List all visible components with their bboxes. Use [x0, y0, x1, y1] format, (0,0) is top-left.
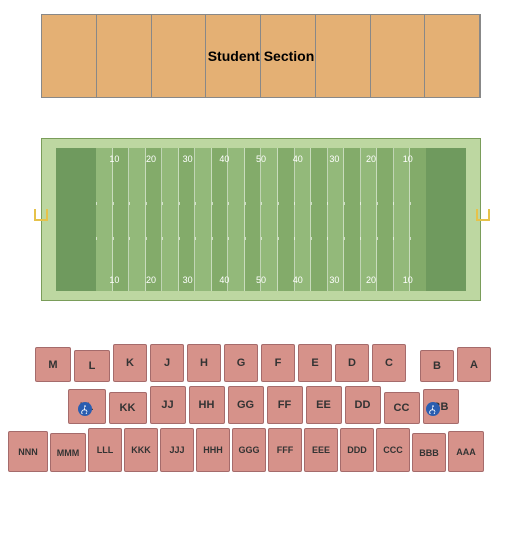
seat-section[interactable]: JJ: [150, 386, 186, 424]
seat-section[interactable]: A: [457, 347, 491, 382]
seat-section[interactable]: C: [372, 344, 406, 382]
student-block[interactable]: [425, 15, 480, 97]
seat-section[interactable]: DDD: [340, 428, 374, 472]
wheelchair-icon: [426, 402, 440, 416]
seat-section[interactable]: J: [150, 344, 184, 382]
student-block[interactable]: [371, 15, 426, 97]
seat-section[interactable]: BBB: [412, 433, 446, 472]
seat-section[interactable]: M: [35, 347, 71, 382]
seat-section[interactable]: B: [420, 350, 454, 382]
seat-gap: [409, 344, 417, 382]
seat-section[interactable]: KK: [109, 392, 147, 424]
seat-section[interactable]: KKK: [124, 428, 158, 472]
seat-section[interactable]: G: [224, 344, 258, 382]
seat-section[interactable]: K: [113, 344, 147, 382]
student-block[interactable]: [152, 15, 207, 97]
seat-section[interactable]: HHH: [196, 428, 230, 472]
endzone-right: [426, 148, 466, 291]
seat-section[interactable]: GG: [228, 386, 264, 424]
seating-row-1: MLKJHGFEDCBA: [20, 344, 506, 382]
endzone-left: [56, 148, 96, 291]
football-field: 102030405040302010102030405040302010: [56, 148, 466, 291]
student-block[interactable]: [97, 15, 152, 97]
seat-section[interactable]: HH: [189, 386, 225, 424]
seat-section[interactable]: FF: [267, 386, 303, 424]
goalpost-left: [34, 209, 48, 231]
seat-section[interactable]: LLL: [88, 428, 122, 472]
student-block[interactable]: [316, 15, 371, 97]
seat-section[interactable]: AAA: [448, 431, 484, 472]
seat-section[interactable]: H: [187, 344, 221, 382]
seating-row-3: NNNMMMLLLKKKJJJHHHGGGFFFEEEDDDCCCBBBAAA: [8, 428, 518, 472]
seat-section[interactable]: E: [298, 344, 332, 382]
seat-section[interactable]: D: [335, 344, 369, 382]
seat-section[interactable]: F: [261, 344, 295, 382]
seat-section[interactable]: CCC: [376, 428, 410, 472]
seat-section[interactable]: L: [74, 350, 110, 382]
goalpost-right: [476, 209, 490, 231]
seat-section[interactable]: EEE: [304, 428, 338, 472]
student-section[interactable]: Student Section: [41, 14, 481, 98]
student-block[interactable]: [261, 15, 316, 97]
student-block[interactable]: [42, 15, 97, 97]
seat-section[interactable]: GGG: [232, 428, 266, 472]
seat-section[interactable]: FFF: [268, 428, 302, 472]
wheelchair-icon: [78, 402, 92, 416]
seat-section[interactable]: MMM: [50, 433, 86, 472]
seat-section[interactable]: EE: [306, 386, 342, 424]
seat-section[interactable]: JJJ: [160, 428, 194, 472]
seat-section[interactable]: NNN: [8, 431, 48, 472]
seat-section[interactable]: DD: [345, 386, 381, 424]
seat-section[interactable]: CC: [384, 392, 420, 424]
playfield: [96, 148, 426, 291]
student-block[interactable]: [206, 15, 261, 97]
